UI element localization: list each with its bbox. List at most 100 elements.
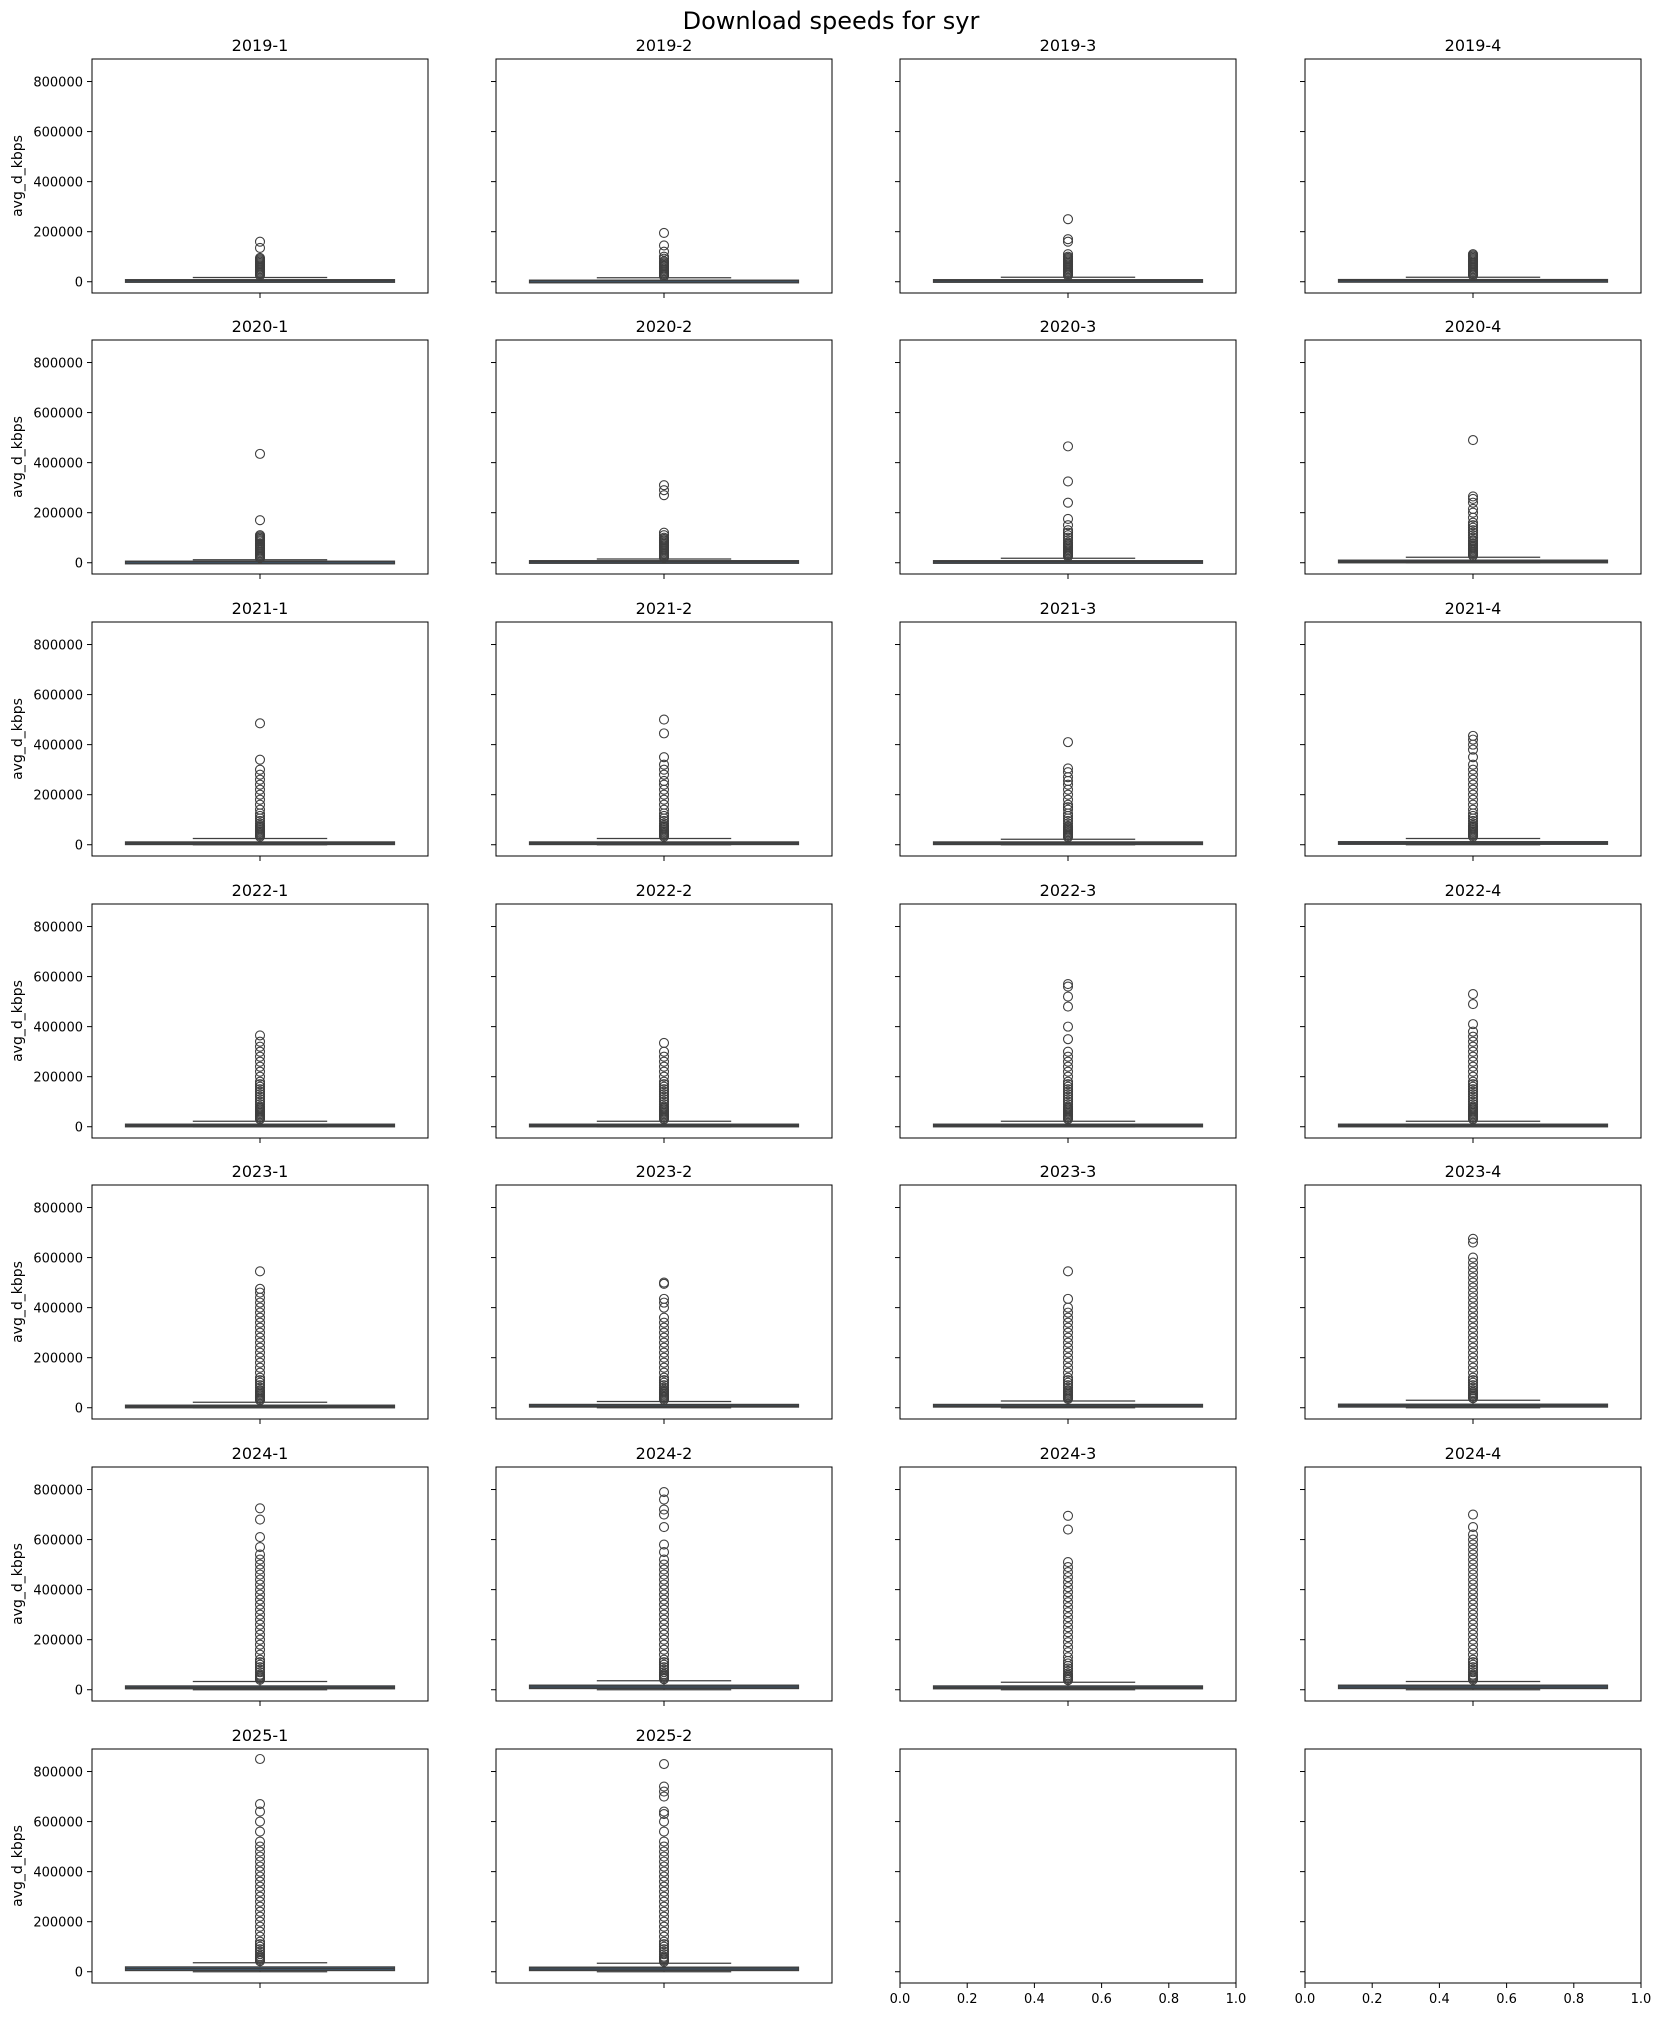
outlier-point	[1062, 1592, 1074, 1603]
subplot: 2024-4	[1300, 1444, 1642, 1706]
outlier-point	[254, 1091, 266, 1102]
outlier-point	[1467, 1657, 1479, 1668]
outlier-point	[658, 1522, 670, 1533]
x-tick-label: 0.8	[1563, 1992, 1584, 2007]
outlier-point	[1062, 1627, 1074, 1638]
outlier-point	[1062, 1094, 1074, 1105]
outlier-point	[254, 1866, 266, 1877]
outlier-point	[658, 1504, 670, 1515]
subplot: 2020-2	[491, 317, 833, 579]
outlier-point	[254, 1936, 266, 1947]
outlier-point	[1467, 1619, 1479, 1630]
outlier-point	[1062, 1607, 1074, 1618]
outlier-point	[1062, 767, 1074, 778]
outlier-point	[254, 1569, 266, 1580]
subplot-title: 2023-4	[1445, 1162, 1502, 1181]
y-axis-label: avg_d_kbps	[10, 416, 26, 498]
outlier-point	[254, 1584, 266, 1595]
outlier-point	[1467, 1292, 1479, 1303]
outlier-point	[658, 1362, 670, 1373]
outlier-point	[1062, 1637, 1074, 1648]
outlier-point	[254, 1372, 266, 1383]
outlier-point	[658, 1347, 670, 1358]
outlier-point	[1062, 1001, 1074, 1012]
outlier-point	[1467, 1051, 1479, 1062]
outlier-point	[1467, 1654, 1479, 1665]
outlier-point	[1467, 1262, 1479, 1273]
outlier-point	[1062, 1665, 1074, 1677]
subplot-title: 2024-3	[1040, 1444, 1097, 1463]
outlier-point	[658, 1569, 670, 1580]
outlier-point	[658, 1851, 670, 1862]
outlier-point	[254, 1385, 266, 1396]
outlier-point	[254, 1624, 266, 1635]
y-tick-label: 400000	[33, 1302, 83, 1317]
y-tick-label: 0	[75, 839, 83, 854]
outlier-point	[254, 1352, 266, 1363]
outlier-point	[254, 1574, 266, 1585]
outlier-point	[658, 1609, 670, 1620]
outlier-point	[1467, 815, 1479, 827]
outlier-point	[1062, 981, 1074, 992]
outlier-point	[1062, 1658, 1074, 1669]
outlier-point	[1467, 1522, 1479, 1533]
outlier-point	[1467, 1544, 1479, 1555]
outlier-point	[1062, 1079, 1074, 1090]
outlier-point	[1062, 525, 1074, 536]
outlier-point	[1467, 1367, 1479, 1378]
outlier-point	[658, 1876, 670, 1887]
subplot: 2021-2	[491, 599, 833, 861]
outlier-point	[658, 1614, 670, 1625]
subplot: 0.0 0.2 0.4 0.6 0.8 1.0	[1295, 1748, 1651, 2007]
outlier-point	[254, 1347, 266, 1358]
outlier-point	[254, 1664, 266, 1675]
outlier-point	[658, 1382, 670, 1393]
outlier-point	[658, 1554, 670, 1565]
outlier-point	[658, 1372, 670, 1383]
outlier-point	[1467, 1094, 1479, 1105]
outlier-point	[1062, 1066, 1074, 1077]
outlier-point	[658, 1375, 670, 1386]
outlier-point	[1467, 517, 1479, 528]
outlier-point	[1467, 1377, 1479, 1388]
outlier-point	[1467, 1614, 1479, 1625]
outlier-point	[1467, 1036, 1479, 1047]
x-tick-label: 0.0	[1295, 1992, 1316, 2007]
outlier-point	[658, 1579, 670, 1590]
outlier-point	[254, 769, 266, 780]
outlier-point	[254, 1944, 266, 1955]
outlier-point	[254, 1503, 266, 1514]
outlier-point	[658, 1312, 670, 1323]
outlier-point	[254, 1367, 266, 1378]
outlier-point	[254, 1099, 266, 1110]
outlier-point	[1467, 744, 1479, 755]
outlier-point	[658, 1342, 670, 1353]
outlier-point	[1062, 1051, 1074, 1062]
outlier-point	[254, 1634, 266, 1645]
outlier-point	[1467, 1549, 1479, 1560]
figure-title: Download speeds for syr	[683, 7, 980, 35]
outlier-point	[254, 1871, 266, 1882]
outlier-point	[658, 1949, 670, 1960]
subplot: 2019-3	[895, 36, 1237, 298]
outlier-point	[1062, 441, 1074, 452]
outlier-point	[1062, 234, 1074, 245]
outlier-point	[1467, 1257, 1479, 1268]
outlier-point	[658, 1836, 670, 1847]
outlier-point	[658, 530, 670, 541]
outlier-point	[1062, 1327, 1074, 1338]
outlier-point	[658, 240, 670, 251]
outlier-point	[1062, 1377, 1074, 1388]
outlier-point	[254, 1891, 266, 1902]
subplot: 2020-4	[1300, 317, 1642, 579]
outlier-point	[658, 480, 670, 491]
outlier-point	[1467, 1554, 1479, 1565]
outlier-point	[1062, 779, 1074, 790]
y-tick-label: 400000	[33, 739, 83, 754]
outlier-point	[254, 1041, 266, 1052]
outlier-point	[1062, 1622, 1074, 1633]
outlier-point	[1062, 1577, 1074, 1588]
outlier-point	[1062, 1312, 1074, 1323]
outlier-point	[254, 1071, 266, 1082]
outlier-point	[254, 1327, 266, 1338]
